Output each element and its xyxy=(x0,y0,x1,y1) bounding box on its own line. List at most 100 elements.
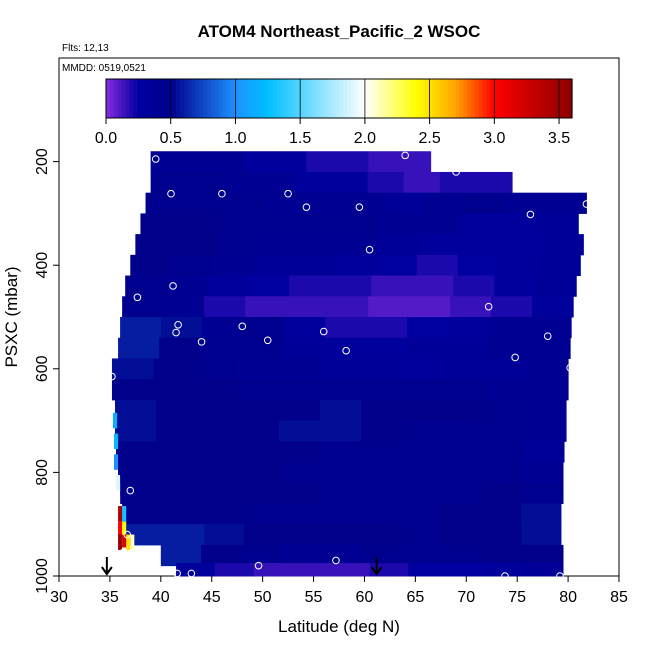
heatmap-cell xyxy=(409,296,451,318)
sample-point xyxy=(254,561,263,570)
sample-point xyxy=(543,332,552,340)
heatmap-cell xyxy=(443,420,485,442)
heatmap-cell xyxy=(522,544,564,567)
heatmap-cell xyxy=(484,420,526,442)
sample-point xyxy=(167,189,175,198)
colorbar-segment xyxy=(195,79,200,118)
heatmap-cell xyxy=(194,358,237,380)
heatmap-cell xyxy=(450,296,492,318)
colorbar-segment xyxy=(393,79,398,118)
heatmap-cell xyxy=(320,420,362,442)
heatmap-cell xyxy=(156,441,198,463)
colorbar-segment xyxy=(218,79,224,118)
heatmap-cell xyxy=(485,358,528,380)
heatmap-cell xyxy=(402,420,444,442)
colorbar-segment xyxy=(257,79,262,118)
heatmap-cell xyxy=(265,192,307,214)
heatmap-cell xyxy=(360,441,402,463)
heatmap-cell xyxy=(494,275,536,297)
colorbar-segment xyxy=(373,79,379,118)
sample-point xyxy=(172,328,180,337)
heatmap-cell xyxy=(402,524,443,546)
sample-point xyxy=(133,293,142,302)
colorbar-segment xyxy=(164,79,169,118)
heatmap-cell xyxy=(320,462,362,484)
colorbar-segment xyxy=(428,79,433,118)
heatmap-cell xyxy=(120,482,161,504)
colorbar-segment xyxy=(447,79,453,118)
colorbar-segment xyxy=(443,79,449,118)
heatmap-cell xyxy=(118,337,160,359)
heatmap-cell xyxy=(379,234,421,256)
heatmap-edge-cell xyxy=(113,454,119,470)
sample-point xyxy=(526,210,535,219)
heatmap-cell xyxy=(277,358,320,380)
colorbar-segment xyxy=(156,79,161,118)
heatmap-cell xyxy=(238,420,280,442)
heatmap-cell xyxy=(281,482,322,504)
heatmap-cell xyxy=(416,254,459,277)
heatmap-cell xyxy=(158,462,200,484)
heatmap-cell xyxy=(443,379,486,401)
heatmap-cell xyxy=(475,171,513,194)
heatmap-cell xyxy=(525,399,567,422)
colorbar-segment xyxy=(183,79,189,118)
heatmap-cell xyxy=(194,379,237,401)
x-tick-label: 60 xyxy=(356,589,374,606)
heatmap-cell xyxy=(412,275,454,297)
heatmap-cell xyxy=(526,379,569,401)
heatmap-cell xyxy=(419,213,460,235)
heatmap-cell xyxy=(204,524,245,546)
heatmap-cell xyxy=(145,192,187,214)
heatmap-cell xyxy=(521,524,562,546)
colorbar-segment xyxy=(137,79,142,118)
heatmap-edge-cell xyxy=(130,534,135,551)
heatmap-cell xyxy=(334,254,377,277)
heatmap-cell xyxy=(401,503,442,525)
x-tick-label: 80 xyxy=(559,589,577,606)
heatmap-cell xyxy=(330,275,372,297)
heatmap-cell xyxy=(361,420,403,442)
sample-point xyxy=(302,203,311,211)
heatmap-cell xyxy=(361,503,402,525)
heatmap-cell xyxy=(140,213,181,235)
colorbar-segment xyxy=(474,79,480,118)
heatmap-cell xyxy=(525,420,567,442)
heatmap-cell xyxy=(212,151,245,173)
sample-point xyxy=(119,548,127,557)
heatmap-cell xyxy=(402,379,445,401)
heatmap-cell xyxy=(201,544,242,567)
sample-point xyxy=(173,569,181,578)
y-tick-label: 600 xyxy=(34,355,51,382)
marker-arrow-head xyxy=(101,566,113,576)
heatmap-cell xyxy=(171,254,213,277)
heatmap-cell xyxy=(364,337,407,359)
heatmap-cell xyxy=(482,482,524,504)
heatmap-cell xyxy=(160,544,202,567)
heatmap-cell xyxy=(375,254,418,277)
heatmap-cell xyxy=(482,462,524,484)
heatmap-cell xyxy=(366,317,408,339)
heatmap-cell xyxy=(241,544,282,567)
heatmap-cell xyxy=(489,317,531,339)
heatmap-cell xyxy=(283,524,324,546)
colorbar-segment xyxy=(335,79,340,118)
sample-point xyxy=(355,203,364,211)
heatmap-edge-cell xyxy=(113,433,119,450)
colorbar-segment xyxy=(319,79,325,118)
heatmap-cell xyxy=(115,420,157,442)
heatmap-cell xyxy=(197,399,239,422)
heatmap-cell xyxy=(458,213,500,235)
heatmap-cell xyxy=(159,337,201,359)
heatmap-cell xyxy=(426,192,467,214)
heatmap-cell xyxy=(482,544,524,567)
heatmap-cell xyxy=(298,234,340,256)
heatmap-cell xyxy=(321,482,363,504)
colorbar-segment xyxy=(385,79,391,118)
colorbar-segment xyxy=(210,79,216,118)
colorbar-segment xyxy=(377,79,383,118)
heatmap-cell xyxy=(122,503,163,525)
heatmap-edge-cell xyxy=(118,534,123,551)
heatmap-cell xyxy=(542,234,584,256)
chart-title: ATOM4 Northeast_Pacific_2 WSOC xyxy=(198,22,481,41)
